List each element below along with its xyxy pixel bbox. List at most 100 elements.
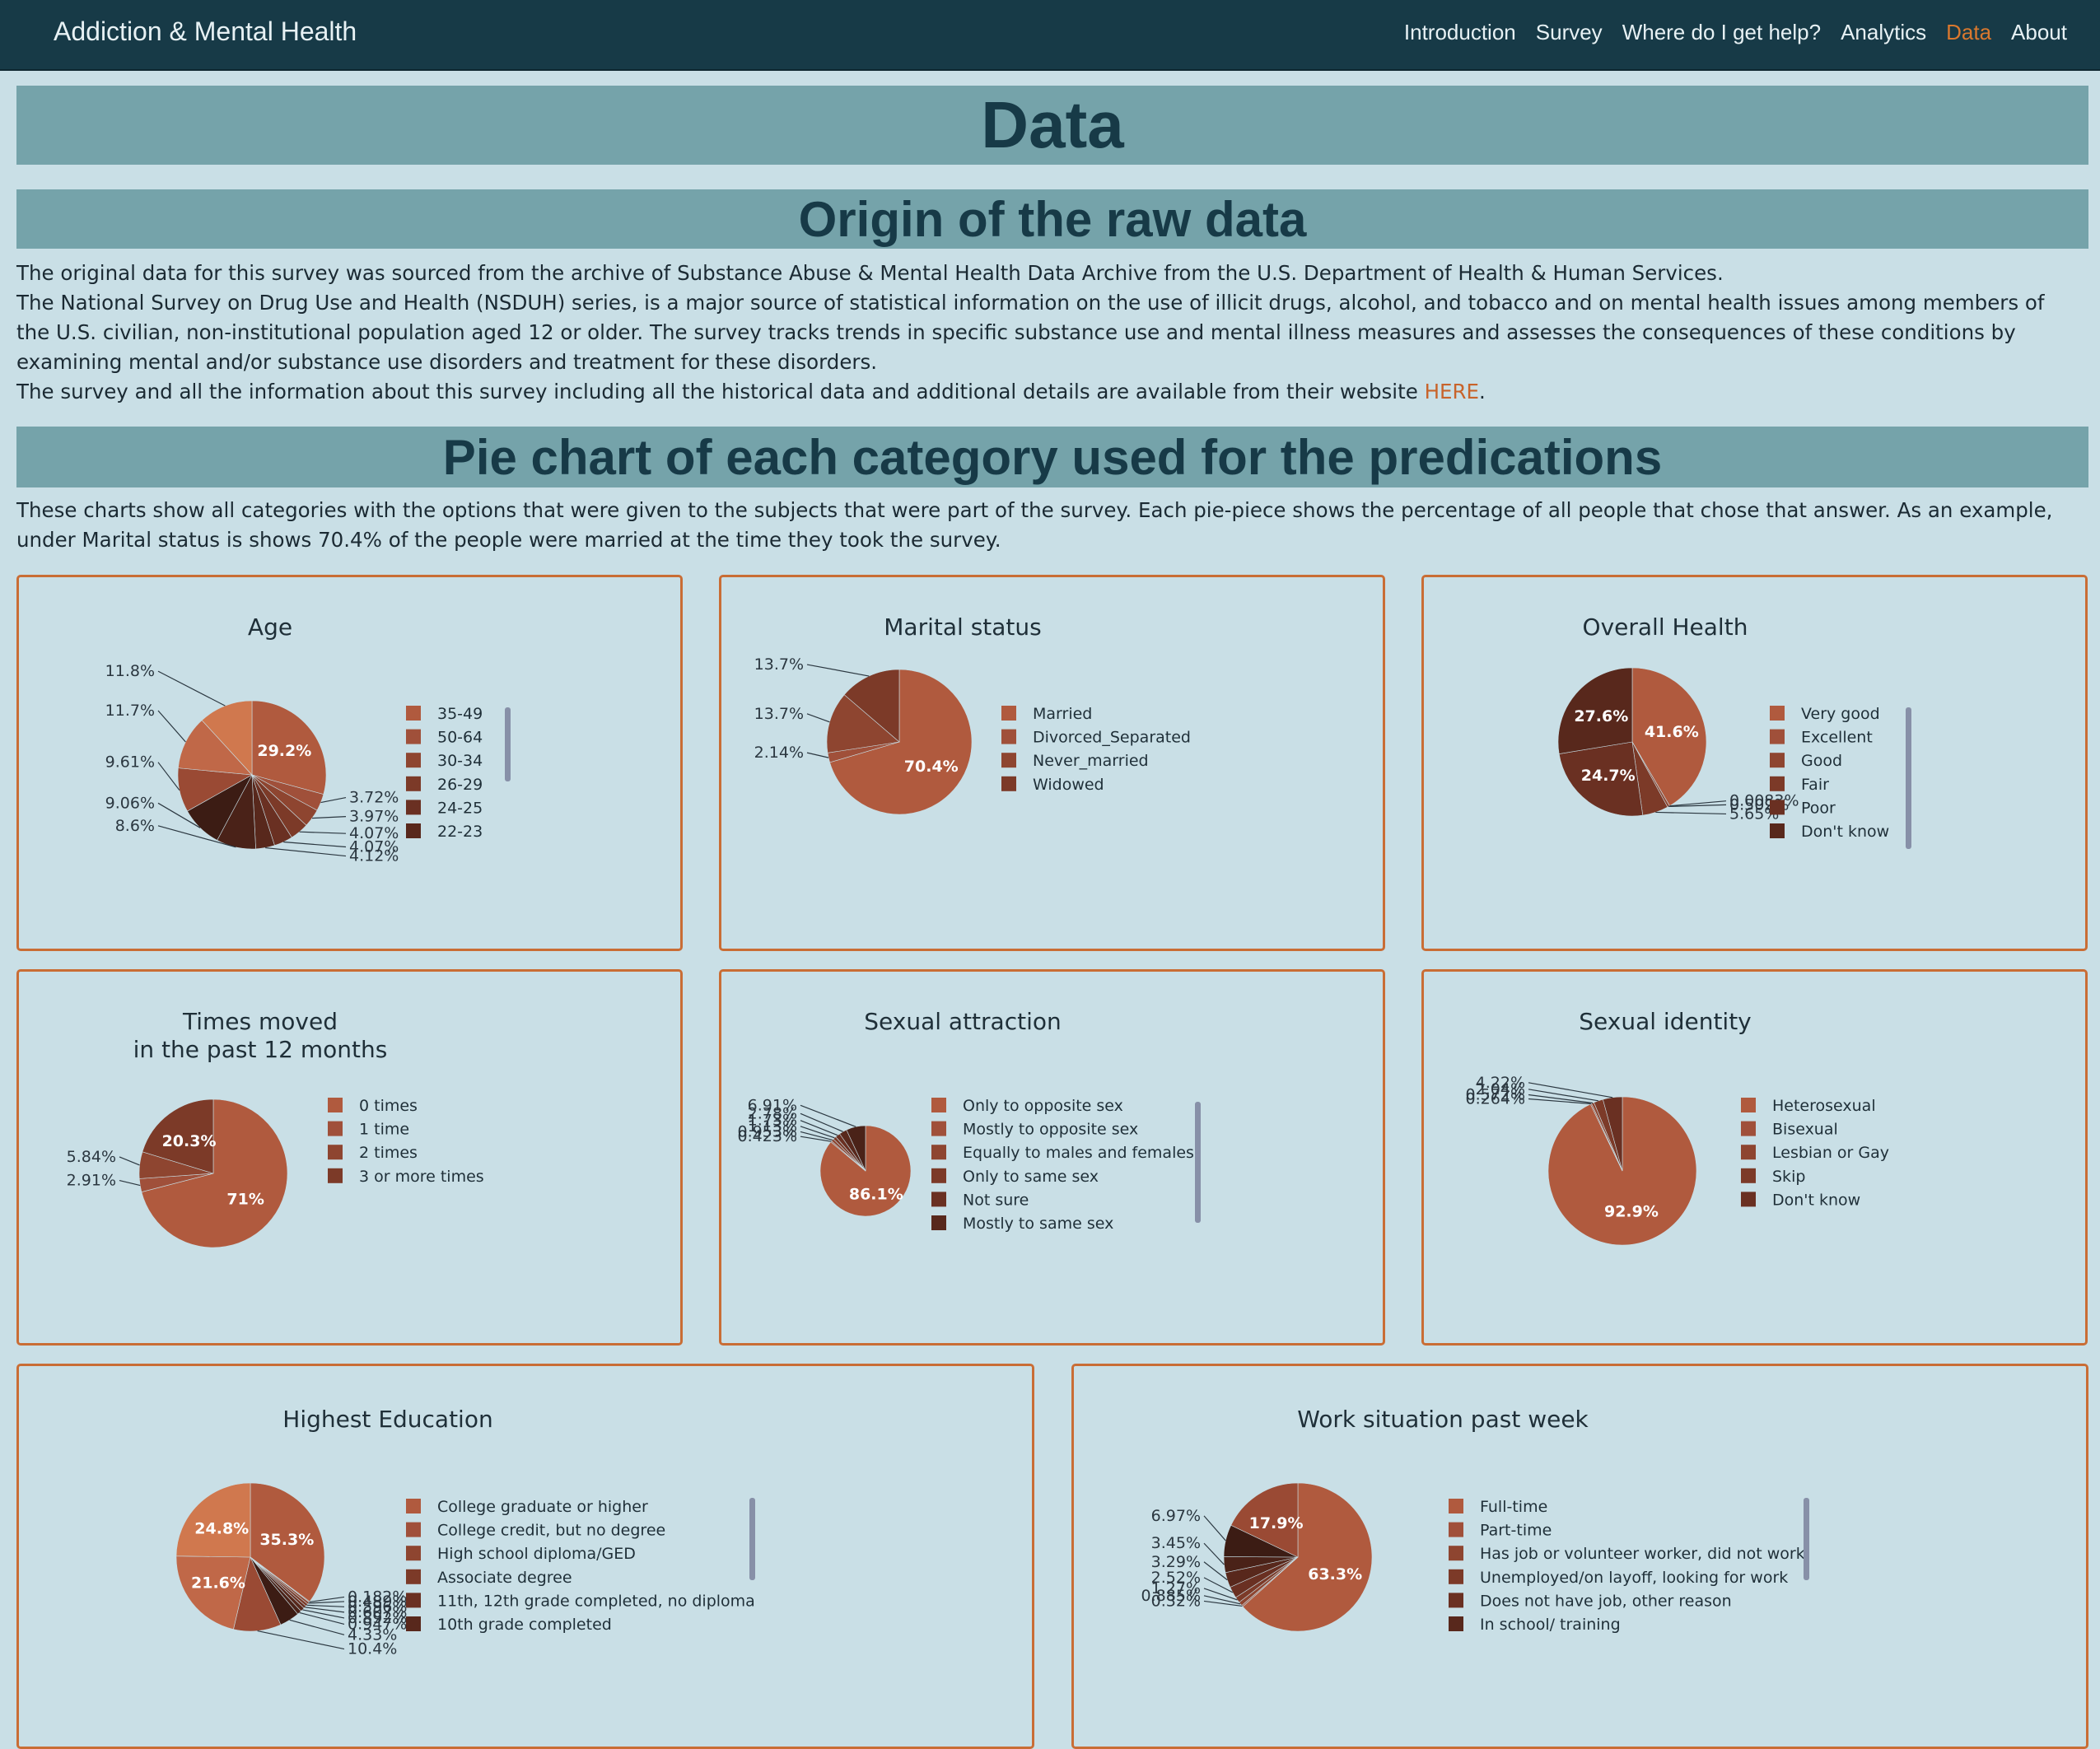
legend-item[interactable]: Heterosexual [1772,1097,1876,1115]
legend-swatch[interactable] [1449,1522,1463,1537]
legend-scrollbar[interactable] [505,707,511,781]
legend-swatch[interactable] [931,1121,946,1136]
nav-link-introduction[interactable]: Introduction [1403,20,1516,44]
legend-item[interactable]: 22-23 [437,823,483,841]
legend-swatch[interactable] [406,753,421,768]
legend-item[interactable]: In school/ training [1480,1616,1621,1634]
legend-item[interactable]: Very good [1801,705,1880,723]
pie-slice[interactable] [175,1482,251,1558]
legend-item[interactable]: College credit, but no degree [437,1522,665,1540]
pie-slice[interactable] [201,700,253,776]
legend-item[interactable]: Don't know [1772,1191,1860,1209]
legend-item[interactable]: Unemployed/on layoff, looking for work [1480,1569,1788,1587]
legend-swatch[interactable] [1741,1192,1756,1207]
legend-item[interactable]: Divorced_Separated [1033,729,1191,747]
legend-swatch[interactable] [406,1569,421,1584]
nav-link-survey[interactable]: Survey [1535,20,1603,44]
legend-swatch[interactable] [328,1098,343,1112]
legend-item[interactable]: Only to opposite sex [963,1097,1123,1115]
legend-swatch[interactable] [931,1215,946,1230]
nav-link-about[interactable]: About [2011,20,2067,44]
nav-link-where-help[interactable]: Where do I get help? [1622,20,1822,44]
legend-swatch[interactable] [328,1145,343,1160]
legend-swatch[interactable] [1741,1121,1756,1136]
legend-item[interactable]: 24-25 [437,799,483,817]
legend-swatch[interactable] [1741,1098,1756,1112]
legend-item[interactable]: Does not have job, other reason [1480,1592,1732,1610]
legend-swatch[interactable] [1449,1593,1463,1608]
pie-slice[interactable] [178,720,253,776]
legend-swatch[interactable] [1770,753,1785,768]
legend-item[interactable]: Don't know [1801,823,1889,841]
legend-swatch[interactable] [1001,729,1016,744]
nav-link-data[interactable]: Data [1946,20,1992,44]
legend-swatch[interactable] [1741,1168,1756,1183]
legend-item[interactable]: Mostly to same sex [963,1215,1113,1233]
legend-item[interactable]: 3 or more times [359,1168,484,1186]
pie-slice[interactable] [142,1098,214,1174]
legend-item[interactable]: Good [1801,752,1842,770]
pie-slice[interactable] [141,1098,288,1248]
legend-item[interactable]: 26-29 [437,776,483,794]
legend-item[interactable]: Mostly to opposite sex [963,1121,1138,1139]
legend-item[interactable]: Widowed [1033,776,1104,794]
pie-slice[interactable] [1558,741,1644,817]
legend-item[interactable]: Equally to males and females [963,1144,1194,1162]
pie-slice[interactable] [1230,1482,1299,1558]
pie-slice[interactable] [1242,1482,1373,1632]
legend-swatch[interactable] [406,1593,421,1608]
legend-swatch[interactable] [406,1522,421,1537]
legend-scrollbar[interactable] [1804,1498,1809,1580]
legend-swatch[interactable] [328,1121,343,1136]
legend-item[interactable]: High school diploma/GED [437,1545,636,1563]
legend-item[interactable]: Part-time [1480,1522,1552,1540]
legend-item[interactable]: 50-64 [437,729,483,747]
legend-swatch[interactable] [406,1499,421,1513]
here-link[interactable]: HERE [1424,380,1479,403]
pie-slice[interactable] [829,669,973,815]
legend-swatch[interactable] [1770,776,1785,791]
legend-swatch[interactable] [1001,776,1016,791]
legend-item[interactable]: Skip [1772,1168,1805,1186]
legend-item[interactable]: Has job or volunteer worker, did not wor… [1480,1545,1805,1563]
legend-item[interactable]: 30-34 [437,752,483,770]
legend-scrollbar[interactable] [1906,707,1911,849]
legend-item[interactable]: Associate degree [437,1569,572,1587]
legend-swatch[interactable] [1741,1145,1756,1160]
pie-slice[interactable] [843,669,900,743]
pie-slice[interactable] [251,700,327,795]
legend-swatch[interactable] [931,1168,946,1183]
pie-slice[interactable] [1557,667,1633,754]
legend-swatch[interactable] [1449,1569,1463,1584]
pie-slice[interactable] [1631,667,1707,807]
pie-slice[interactable] [175,1555,251,1630]
legend-scrollbar[interactable] [1195,1102,1201,1223]
pie-slice[interactable] [846,1125,866,1172]
legend-swatch[interactable] [406,706,421,721]
legend-item[interactable]: Never_married [1033,752,1149,770]
legend-swatch[interactable] [1770,800,1785,815]
legend-item[interactable]: Excellent [1801,729,1873,747]
legend-item[interactable]: College graduate or higher [437,1498,648,1516]
legend-swatch[interactable] [1770,729,1785,744]
legend-item[interactable]: 2 times [359,1144,418,1162]
legend-item[interactable]: Lesbian or Gay [1772,1144,1889,1162]
legend-swatch[interactable] [406,1546,421,1561]
legend-swatch[interactable] [931,1098,946,1112]
legend-swatch[interactable] [931,1145,946,1160]
legend-item[interactable]: 11th, 12th grade completed, no diploma [437,1592,755,1610]
legend-swatch[interactable] [406,1616,421,1631]
legend-swatch[interactable] [1449,1616,1463,1631]
legend-swatch[interactable] [1001,706,1016,721]
legend-item[interactable]: Only to same sex [963,1168,1099,1186]
brand-title[interactable]: Addiction & Mental Health [54,16,357,46]
legend-swatch[interactable] [1001,753,1016,768]
legend-swatch[interactable] [406,776,421,791]
legend-swatch[interactable] [1449,1499,1463,1513]
legend-item[interactable]: Bisexual [1772,1121,1838,1139]
legend-item[interactable]: 0 times [359,1097,418,1115]
nav-link-analytics[interactable]: Analytics [1841,20,1927,44]
legend-swatch[interactable] [1770,823,1785,838]
legend-scrollbar[interactable] [749,1498,755,1580]
legend-swatch[interactable] [328,1168,343,1183]
